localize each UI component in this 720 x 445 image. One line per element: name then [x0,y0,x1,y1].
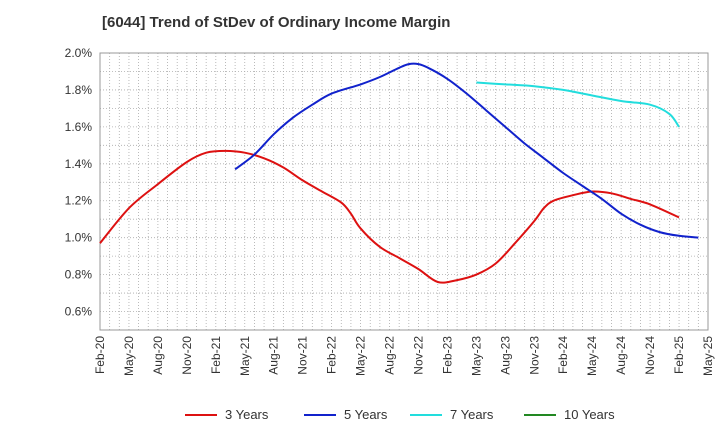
x-tick-label: May-20 [122,336,136,376]
x-tick-label: Feb-21 [209,336,223,374]
y-tick-label: 2.0% [65,46,93,60]
x-tick-label: Nov-21 [296,336,310,375]
y-tick-label: 0.8% [65,268,93,282]
x-tick-label: May-25 [701,336,715,376]
x-axis-ticks: Feb-20 May-20 Aug-20 Nov-20 Feb-21 May-21 Aug-… [93,336,715,376]
x-tick-label: Feb-22 [325,336,339,374]
legend-label-7-years: 7 Years [450,407,494,422]
x-tick-label: Feb-24 [556,336,570,374]
series-line-7-years [476,81,680,128]
x-tick-label: Aug-20 [151,336,165,375]
series-line-5-years [234,62,699,239]
plot-area-frame [99,52,709,331]
legend-label-5-years: 5 Years [344,407,388,422]
y-tick-label: 1.6% [65,120,93,134]
y-tick-label: 1.0% [65,231,93,245]
x-tick-label: Feb-25 [672,336,686,374]
x-tick-label: May-23 [469,336,483,376]
x-tick-label: Nov-20 [180,336,194,375]
series-line-3-years [99,149,680,284]
y-tick-label: 0.6% [65,305,93,319]
legend: 3 Years 5 Years 7 Years 10 Years [185,407,615,422]
x-tick-label: Feb-20 [93,336,107,374]
x-tick-label: Aug-21 [267,336,281,375]
x-tick-label: May-21 [238,336,252,376]
x-tick-label: May-22 [354,336,368,376]
x-tick-label: Aug-24 [614,336,628,375]
y-tick-label: 1.2% [65,194,93,208]
legend-label-10-years: 10 Years [564,407,615,422]
y-tick-label: 1.8% [65,83,93,97]
y-tick-label: 1.4% [65,157,93,171]
legend-label-3-years: 3 Years [225,407,269,422]
x-tick-label: Feb-23 [440,336,454,374]
x-tick-label: Nov-22 [411,336,425,375]
chart-title: [6044] Trend of StDev of Ordinary Income… [102,14,451,31]
grid [99,52,709,331]
y-axis-ticks: 0.6% 0.8% 1.0% 1.2% 1.4% 1.6% 1.8% 2.0% [65,46,93,319]
x-tick-label: Aug-23 [498,336,512,375]
x-tick-label: Nov-24 [643,336,657,375]
x-tick-label: Aug-22 [383,336,397,375]
x-tick-label: May-24 [585,336,599,376]
series-lines [99,62,699,284]
x-tick-label: Nov-23 [527,336,541,375]
